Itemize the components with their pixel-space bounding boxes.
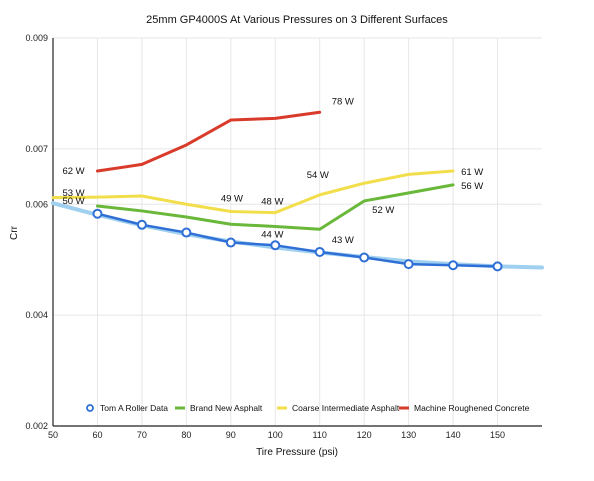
- series-line: [95, 183, 455, 231]
- series-line: [95, 110, 322, 173]
- x-tick-label: 80: [181, 430, 191, 440]
- y-axis-title: Crr: [9, 225, 20, 240]
- data-point: [403, 259, 414, 270]
- y-tick-label: 0.002: [25, 421, 48, 431]
- data-label: 56 W: [461, 181, 483, 192]
- x-tick-label: 150: [490, 430, 505, 440]
- series-line: [51, 169, 455, 215]
- data-label: 62 W: [62, 166, 84, 177]
- data-label: 78 W: [332, 96, 354, 107]
- x-tick-label: 130: [401, 430, 416, 440]
- x-tick-label: 60: [92, 430, 102, 440]
- x-axis-title: Tire Pressure (psi): [256, 447, 338, 458]
- y-tick-label: 0.009: [25, 33, 48, 43]
- data-point: [492, 261, 503, 272]
- legend-label: Brand New Asphalt: [190, 403, 263, 413]
- data-label: 54 W: [307, 170, 329, 181]
- annotations: 62 W 78 W 53 W50 W 49 W 48 W 54 W 44 W 43 W 52 W…: [62, 96, 483, 246]
- legend-label: Machine Roughened Concrete: [414, 403, 530, 413]
- data-point: [448, 260, 459, 271]
- data-point: [92, 208, 103, 219]
- data-label: 61 W: [461, 167, 483, 178]
- x-tick-label: 120: [357, 430, 372, 440]
- data-label: 49 W: [221, 193, 243, 204]
- x-tick-label: 70: [137, 430, 147, 440]
- x-tick-label: 110: [313, 430, 327, 440]
- y-tick-label: 0.007: [25, 144, 48, 154]
- y-tick-label: 0.004: [25, 310, 48, 320]
- series-line: [96, 212, 499, 268]
- x-tick-label: 140: [446, 430, 461, 440]
- data-point: [270, 240, 281, 251]
- data-label: 53 W: [62, 188, 84, 199]
- data-label: 44 W: [261, 229, 283, 240]
- data-point: [225, 237, 236, 248]
- axes: 50 60 70 80 90 100 110 120 130 140 150 0.002 0.004 0.…: [25, 33, 542, 440]
- series-group: [51, 110, 544, 272]
- x-tick-label: 90: [226, 430, 236, 440]
- data-point: [359, 252, 370, 263]
- x-tick-label: 100: [268, 430, 283, 440]
- grid: [52, 37, 542, 427]
- data-point: [181, 227, 192, 238]
- legend-swatch: [86, 404, 94, 412]
- data-label: 50 W: [62, 196, 84, 207]
- data-label: 48 W: [261, 197, 283, 208]
- y-tick-label: 0.006: [25, 199, 48, 209]
- data-point: [314, 246, 325, 257]
- x-tick-label: 50: [48, 430, 58, 440]
- chart-title: 25mm GP4000S At Various Pressures on 3 D…: [146, 14, 448, 26]
- legend: Tom A Roller Data Brand New Asphalt Coarse…: [86, 403, 530, 413]
- data-label: 43 W: [332, 235, 354, 246]
- trend-line: [51, 201, 544, 270]
- data-label: 52 W: [372, 205, 394, 216]
- legend-label: Coarse Intermediate Asphalt: [292, 403, 400, 413]
- legend-label: Tom A Roller Data: [100, 403, 168, 413]
- data-point: [136, 219, 147, 230]
